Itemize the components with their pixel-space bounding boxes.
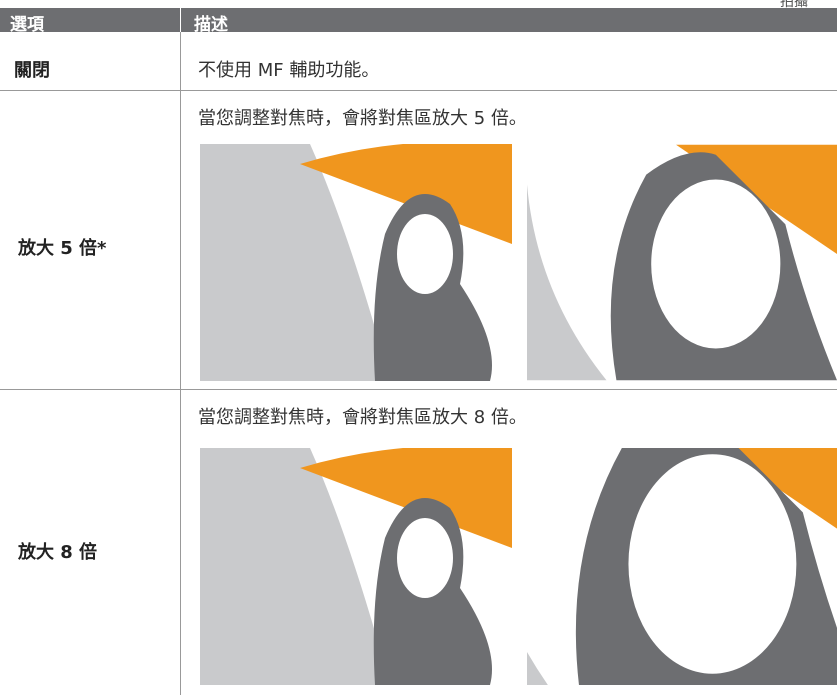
column-divider [180,32,181,695]
header-cell: 描述 [194,15,228,35]
row-divider [0,90,837,91]
description: 當您調整對焦時，會將對焦區放大 8 倍。 [198,407,527,428]
header-cell: 選項 [10,15,44,35]
illustration-normal [200,448,512,685]
option: 關閉 [14,60,50,81]
illustration-zoom-5x [527,144,837,381]
header-divider [180,8,181,32]
page-header: 拍攝 [780,0,808,10]
option: 放大 8 倍 [18,542,98,563]
description: 不使用 MF 輔助功能。 [198,60,380,81]
description: 當您調整對焦時，會將對焦區放大 5 倍。 [198,108,527,129]
table-header: 選項 描述 [0,8,837,35]
option: 放大 5 倍* [18,238,107,259]
illustration-zoom-8x [527,448,837,685]
row-divider [0,389,837,390]
illustration-normal [200,144,512,381]
